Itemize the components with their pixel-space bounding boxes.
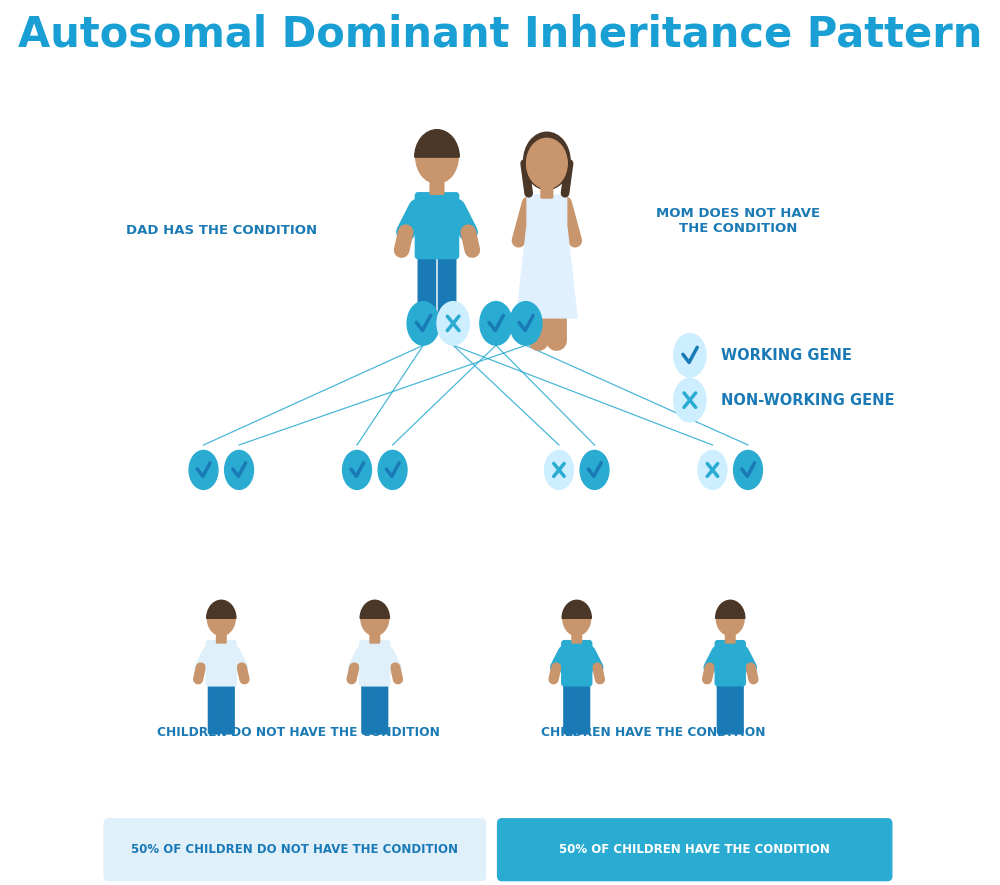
Circle shape (207, 601, 235, 635)
FancyBboxPatch shape (360, 641, 390, 686)
Circle shape (361, 601, 389, 635)
Ellipse shape (378, 450, 407, 489)
FancyBboxPatch shape (418, 251, 436, 333)
Ellipse shape (343, 450, 371, 489)
FancyBboxPatch shape (564, 680, 576, 734)
Polygon shape (517, 228, 577, 318)
FancyBboxPatch shape (415, 193, 459, 258)
Ellipse shape (734, 450, 762, 489)
FancyBboxPatch shape (375, 680, 388, 734)
FancyBboxPatch shape (562, 641, 592, 686)
Text: Autosomal Dominant Inheritance Pattern: Autosomal Dominant Inheritance Pattern (18, 13, 982, 55)
FancyBboxPatch shape (725, 635, 735, 643)
FancyBboxPatch shape (731, 680, 743, 734)
Circle shape (563, 601, 591, 635)
Text: WORKING GENE: WORKING GENE (721, 348, 851, 363)
Ellipse shape (189, 450, 218, 489)
FancyBboxPatch shape (438, 251, 456, 333)
Ellipse shape (225, 450, 253, 489)
Wedge shape (207, 600, 236, 619)
Wedge shape (562, 600, 591, 619)
Circle shape (416, 131, 458, 183)
Ellipse shape (407, 302, 439, 345)
FancyBboxPatch shape (715, 641, 745, 686)
Text: 50% OF CHILDREN HAVE THE CONDITION: 50% OF CHILDREN HAVE THE CONDITION (559, 843, 830, 856)
Ellipse shape (437, 302, 469, 345)
Ellipse shape (480, 302, 512, 345)
Ellipse shape (674, 379, 706, 422)
FancyBboxPatch shape (541, 188, 553, 198)
FancyBboxPatch shape (217, 635, 226, 643)
Text: MOM DOES NOT HAVE
THE CONDITION: MOM DOES NOT HAVE THE CONDITION (656, 207, 820, 235)
FancyBboxPatch shape (577, 680, 590, 734)
FancyBboxPatch shape (572, 635, 582, 643)
FancyBboxPatch shape (430, 182, 444, 195)
Ellipse shape (545, 450, 573, 489)
Ellipse shape (674, 334, 706, 377)
Ellipse shape (698, 450, 727, 489)
Wedge shape (415, 130, 459, 158)
Text: CHILDREN HAVE THE CONDITION: CHILDREN HAVE THE CONDITION (541, 726, 766, 739)
Wedge shape (716, 600, 745, 619)
FancyBboxPatch shape (104, 819, 485, 881)
Text: 50% OF CHILDREN DO NOT HAVE THE CONDITION: 50% OF CHILDREN DO NOT HAVE THE CONDITIO… (131, 843, 458, 856)
Ellipse shape (580, 450, 609, 489)
FancyBboxPatch shape (206, 641, 236, 686)
FancyBboxPatch shape (208, 680, 221, 734)
Text: NON-WORKING GENE: NON-WORKING GENE (721, 393, 894, 408)
FancyBboxPatch shape (527, 195, 567, 236)
Circle shape (527, 138, 567, 189)
Circle shape (716, 601, 744, 635)
FancyBboxPatch shape (362, 680, 374, 734)
Circle shape (524, 132, 570, 189)
FancyBboxPatch shape (717, 680, 730, 734)
Ellipse shape (510, 302, 542, 345)
Circle shape (527, 138, 567, 189)
FancyBboxPatch shape (370, 635, 380, 643)
Text: CHILDREN DO NOT HAVE THE CONDITION: CHILDREN DO NOT HAVE THE CONDITION (157, 726, 439, 739)
Text: DAD HAS THE CONDITION: DAD HAS THE CONDITION (126, 224, 317, 237)
Wedge shape (360, 600, 389, 619)
FancyBboxPatch shape (498, 819, 892, 881)
FancyBboxPatch shape (222, 680, 234, 734)
